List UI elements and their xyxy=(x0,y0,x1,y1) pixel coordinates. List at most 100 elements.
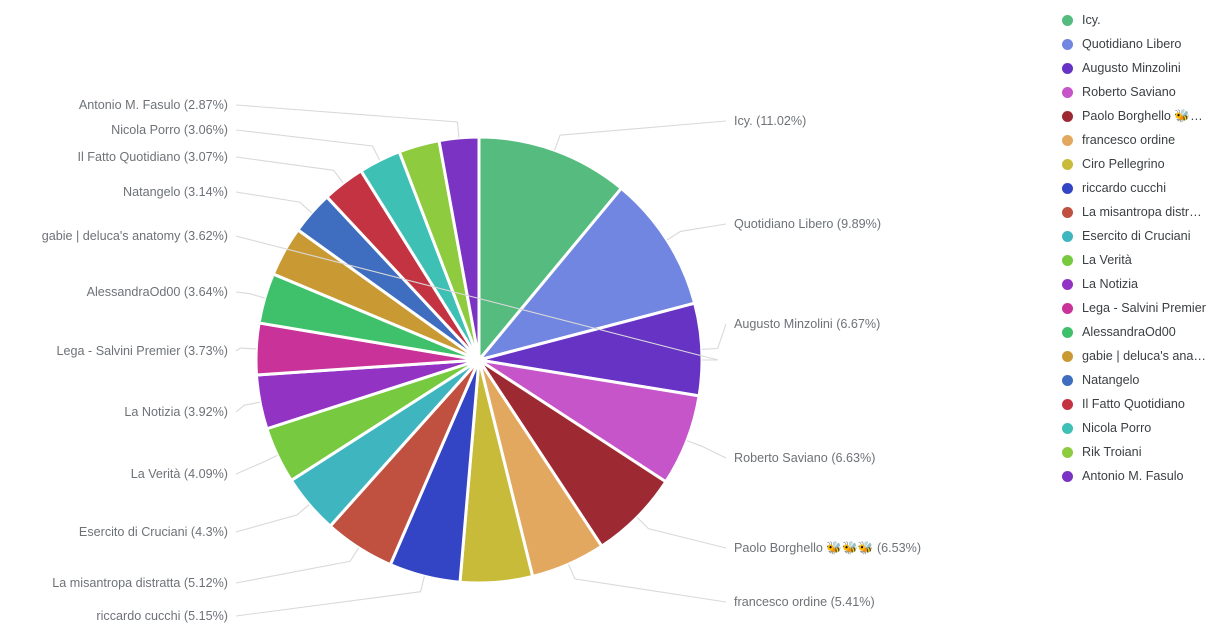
label-leader-line xyxy=(235,347,257,352)
legend-item[interactable]: La Verità xyxy=(1062,248,1217,272)
pie-slice-label: francesco ordine (5.41%) xyxy=(734,595,875,609)
label-leader-line xyxy=(235,104,460,138)
label-leader-line xyxy=(567,564,727,603)
pie-slice-label: AlessandraOd00 (3.64%) xyxy=(87,285,228,299)
pie-slice-label: Roberto Saviano (6.63%) xyxy=(734,451,875,465)
pie-slice-label: La misantropa distratta (5.12%) xyxy=(52,576,228,590)
pie-slice-label: Natangelo (3.14%) xyxy=(123,185,228,199)
legend-color-swatch-icon xyxy=(1062,350,1073,362)
pie-slice-label: gabie | deluca's anatomy (3.62%) xyxy=(42,229,228,243)
legend-item-label: La misantropa distr… xyxy=(1082,205,1202,219)
legend-item-label: AlessandraOd00 xyxy=(1082,325,1176,339)
pie-slice-label: Il Fatto Quotidiano (3.07%) xyxy=(77,150,228,164)
legend-color-swatch-icon xyxy=(1062,470,1073,482)
label-leader-line xyxy=(235,454,278,475)
pie-slice-label: Antonio M. Fasulo (2.87%) xyxy=(79,98,228,112)
pie-slice-label: Icy. (11.02%) xyxy=(734,114,806,128)
legend-item[interactable]: Esercito di Cruciani xyxy=(1062,224,1217,248)
legend-item[interactable]: Paolo Borghello 🐝… xyxy=(1062,104,1217,128)
legend-item[interactable]: Roberto Saviano xyxy=(1062,80,1217,104)
legend-item-label: Esercito di Cruciani xyxy=(1082,229,1191,243)
pie-slice-label: Esercito di Cruciani (4.3%) xyxy=(79,525,228,539)
legend-item-label: La Notizia xyxy=(1082,277,1139,291)
legend-item[interactable]: La misantropa distr… xyxy=(1062,200,1217,224)
label-leader-line xyxy=(235,547,360,584)
legend-item[interactable]: Lega - Salvini Premier xyxy=(1062,296,1217,320)
legend-color-swatch-icon xyxy=(1062,326,1073,338)
legend-item-label: Lega - Salvini Premier xyxy=(1082,301,1206,315)
label-leader-line xyxy=(235,401,261,413)
legend-color-swatch-icon xyxy=(1062,278,1073,290)
pie-slice[interactable]: Antonio M. Fasulo (2.87%) xyxy=(437,135,481,361)
legend-color-swatch-icon xyxy=(1062,158,1073,170)
legend-item-label: Quotidiano Libero xyxy=(1082,37,1182,51)
legend-item[interactable]: francesco ordine xyxy=(1062,128,1217,152)
legend-item[interactable]: Antonio M. Fasulo xyxy=(1062,464,1217,488)
legend-color-swatch-icon xyxy=(1062,86,1073,98)
legend-item-label: La Verità xyxy=(1082,253,1132,267)
legend-color-swatch-icon xyxy=(1062,206,1073,218)
legend-item[interactable]: Il Fatto Quotidiano xyxy=(1062,392,1217,416)
legend-item-label: riccardo cucchi xyxy=(1082,181,1166,195)
legend-item[interactable]: Augusto Minzolini xyxy=(1062,56,1217,80)
legend-item-label: gabie | deluca's ana… xyxy=(1082,349,1207,363)
legend-item[interactable]: Nicola Porro xyxy=(1062,416,1217,440)
legend-color-swatch-icon xyxy=(1062,62,1073,74)
legend-item-label: Ciro Pellegrino xyxy=(1082,157,1165,171)
pie-slices-group: Icy. (11.02%)Quotidiano Libero (9.89%)Au… xyxy=(254,135,704,585)
label-leader-line xyxy=(235,235,719,361)
pie-slice-label: riccardo cucchi (5.15%) xyxy=(96,609,228,623)
legend-item-label: Rik Troiani xyxy=(1082,445,1142,459)
pie-slice-label: Quotidiano Libero (9.89%) xyxy=(734,217,881,231)
pie-slice[interactable]: Icy. (11.02%) xyxy=(477,135,624,365)
legend-item[interactable]: gabie | deluca's ana… xyxy=(1062,344,1217,368)
legend-item-label: Natangelo xyxy=(1082,373,1140,387)
label-leader-line xyxy=(701,323,727,350)
label-leader-line xyxy=(686,440,727,459)
label-leader-line xyxy=(235,129,381,161)
legend-color-swatch-icon xyxy=(1062,302,1073,314)
legend-item-label: Augusto Minzolini xyxy=(1082,61,1181,75)
pie-labels-group: Icy. (11.02%) Quotidiano Libero (9.89%) Au… xyxy=(42,98,921,623)
legend-color-swatch-icon xyxy=(1062,14,1073,26)
legend-item-label: francesco ordine xyxy=(1082,133,1176,147)
label-leader-line xyxy=(235,504,310,533)
legend-item[interactable]: riccardo cucchi xyxy=(1062,176,1217,200)
legend-color-swatch-icon xyxy=(1062,134,1073,146)
pie-slice-label: Augusto Minzolini (6.67%) xyxy=(734,317,880,331)
legend-color-swatch-icon xyxy=(1062,398,1073,410)
pie-slice-label: Nicola Porro (3.06%) xyxy=(111,123,228,137)
legend-color-swatch-icon xyxy=(1062,230,1073,242)
leader-lines-group xyxy=(235,104,727,617)
legend-item[interactable]: Icy. xyxy=(1062,8,1217,32)
legend-item-label: Nicola Porro xyxy=(1082,421,1152,435)
pie-slice-label: Paolo Borghello 🐝🐝🐝 (6.53%) xyxy=(734,540,921,555)
legend-item-label: Antonio M. Fasulo xyxy=(1082,469,1184,483)
legend-item[interactable]: Natangelo xyxy=(1062,368,1217,392)
legend-color-swatch-icon xyxy=(1062,182,1073,194)
legend-color-swatch-icon xyxy=(1062,422,1073,434)
label-leader-line xyxy=(554,120,727,151)
legend-item[interactable]: Quotidiano Libero xyxy=(1062,32,1217,56)
label-leader-line xyxy=(235,191,312,214)
legend-item-label: Roberto Saviano xyxy=(1082,85,1176,99)
label-leader-line xyxy=(636,516,727,549)
legend-color-swatch-icon xyxy=(1062,374,1073,386)
legend-item[interactable]: La Notizia xyxy=(1062,272,1217,296)
legend-color-swatch-icon xyxy=(1062,38,1073,50)
label-leader-line xyxy=(235,291,265,299)
legend-item[interactable]: AlessandraOd00 xyxy=(1062,320,1217,344)
label-leader-line xyxy=(666,223,727,241)
label-leader-line xyxy=(235,156,344,184)
legend-item-label: Icy. xyxy=(1082,13,1101,27)
pie-slice-label: La Notizia (3.92%) xyxy=(124,405,228,419)
legend-color-swatch-icon xyxy=(1062,254,1073,266)
legend-color-swatch-icon xyxy=(1062,110,1073,122)
legend-item[interactable]: Ciro Pellegrino xyxy=(1062,152,1217,176)
pie-slice-label: Lega - Salvini Premier (3.73%) xyxy=(57,344,229,358)
label-leader-line xyxy=(235,576,425,617)
legend-item[interactable]: Rik Troiani xyxy=(1062,440,1217,464)
legend-item-label: Il Fatto Quotidiano xyxy=(1082,397,1185,411)
